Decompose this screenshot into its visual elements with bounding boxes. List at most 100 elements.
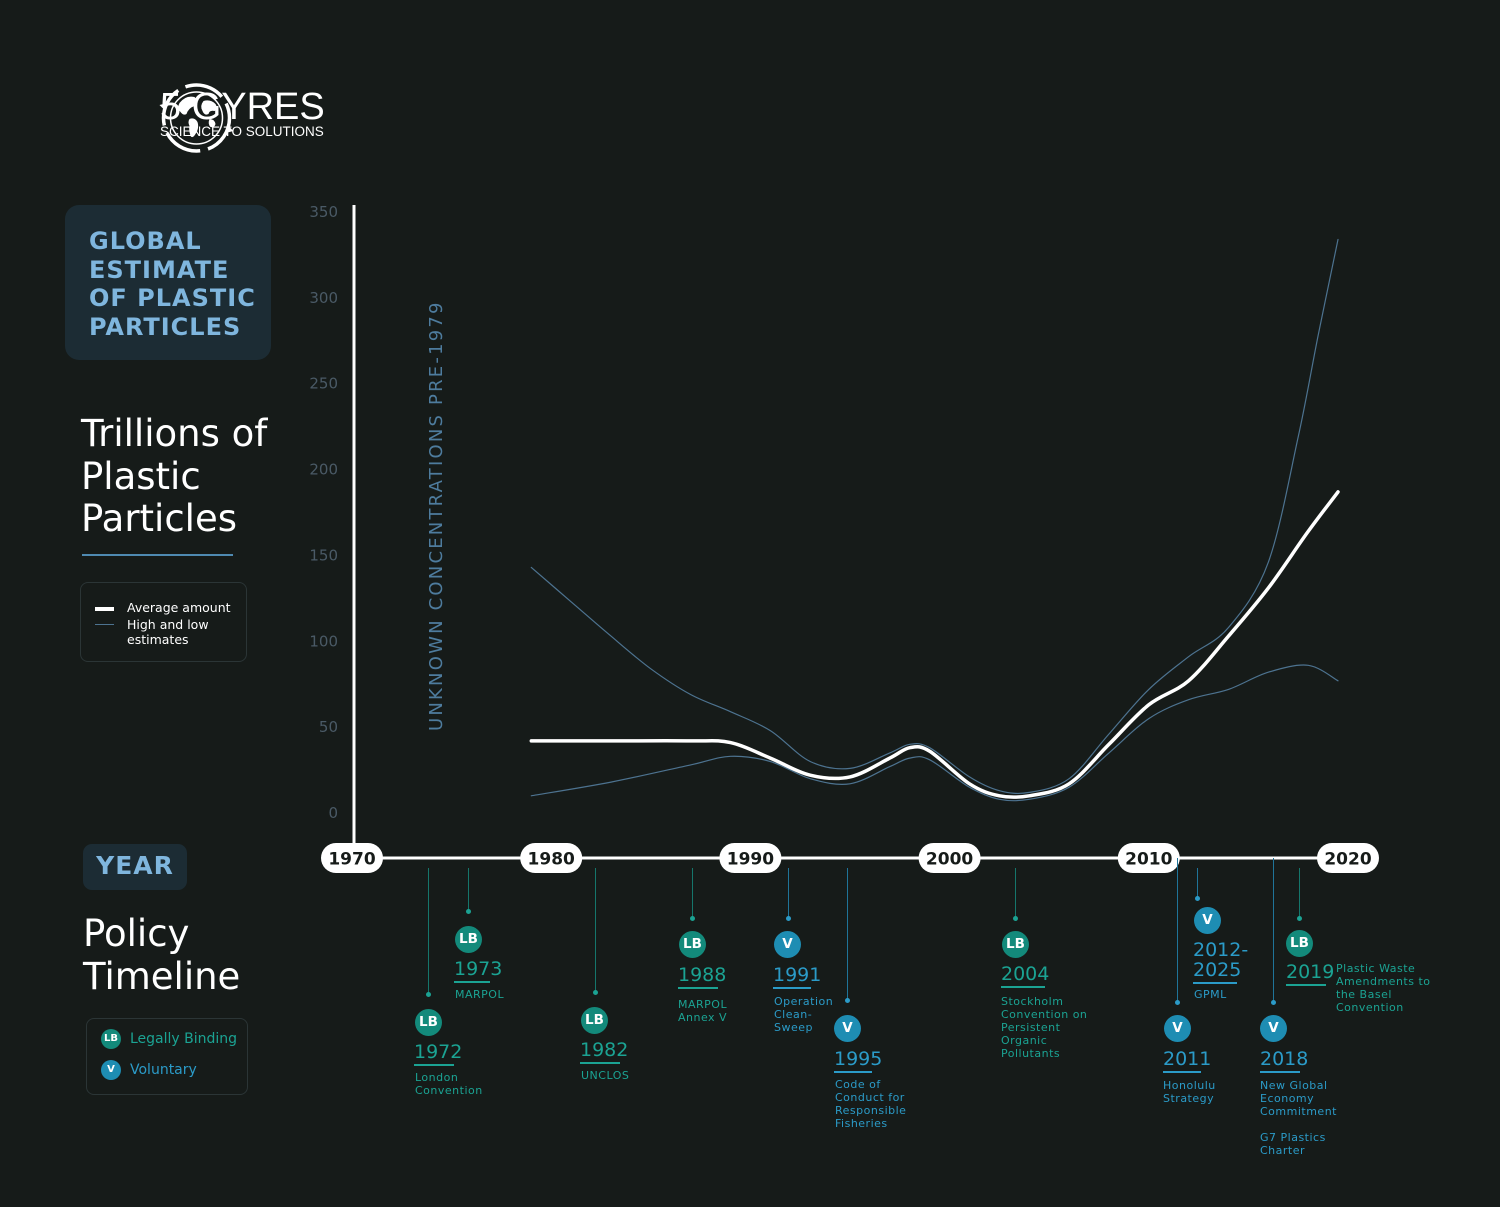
legend-voluntary-label: Voluntary — [130, 1062, 197, 1078]
policy-badge-2019: LB — [1286, 930, 1313, 957]
policy-connector-2004 — [1015, 868, 1016, 918]
policy-badge-1972: LB — [415, 1009, 442, 1036]
policy-connector-1973 — [468, 868, 469, 911]
policy-connector-1982 — [595, 868, 596, 992]
policy-year-underline — [1286, 984, 1326, 986]
policy-year-underline — [1001, 986, 1045, 988]
logo-name: 5 GYRES — [160, 86, 325, 128]
policy-year-1988: 1988 — [678, 964, 727, 986]
policy-connector-1991 — [788, 868, 789, 918]
policy-badge-1988: LB — [679, 931, 706, 958]
x-tick-pill — [719, 843, 782, 873]
policy-connector-dot — [1195, 896, 1200, 901]
y-tick-label: 50 — [319, 718, 338, 736]
series-line-low — [530, 664, 1339, 802]
y-tick-label: 350 — [309, 203, 338, 221]
policy-description-2004: Stockholm Convention on Persistent Organ… — [1001, 995, 1088, 1060]
series-line-high — [530, 238, 1339, 795]
x-tick-2020: 2020 — [1317, 843, 1379, 873]
year-heading-box — [83, 844, 187, 890]
policy-connector-dot — [1013, 916, 1018, 921]
policy-year-underline — [580, 1062, 620, 1064]
x-tick-pill — [918, 843, 981, 873]
policy-badge-1973: LB — [455, 926, 482, 953]
policy-year-underline — [1163, 1071, 1201, 1073]
policy-connector-2012-2025 — [1197, 868, 1198, 898]
policy-connector-dot — [845, 998, 850, 1003]
legend-average-swatch — [95, 607, 114, 611]
policy-year-1995: 1995 — [834, 1048, 883, 1070]
x-tick-pill — [1117, 843, 1180, 873]
x-tick-label: 2000 — [926, 850, 973, 870]
policy-description-1972: London Convention — [415, 1071, 483, 1097]
legend-high-low-label: High and low estimates — [127, 617, 209, 647]
policy-year-1982: 1982 — [580, 1039, 629, 1061]
policy-connector-2011 — [1177, 858, 1178, 1002]
globe-arrows-icon — [159, 83, 234, 153]
y-tick-label: 250 — [309, 375, 338, 393]
x-tick-pill — [1317, 843, 1379, 873]
x-tick-label: 2020 — [1324, 850, 1371, 870]
x-axis-title: YEAR — [96, 851, 174, 880]
policy-description-2019: Plastic Waste Amendments to the Basel Co… — [1336, 962, 1431, 1014]
y-tick-label: 0 — [328, 804, 338, 822]
policy-badge-2004: LB — [1002, 931, 1029, 958]
legend-average-label: Average amount — [127, 600, 231, 615]
policy-connector-dot — [1175, 1000, 1180, 1005]
policy-badge-1982: LB — [581, 1007, 608, 1034]
y-tick-label: 100 — [309, 632, 338, 650]
x-tick-label: 2010 — [1125, 850, 1172, 870]
policy-year-underline — [1260, 1071, 1300, 1073]
policy-year-1973: 1973 — [454, 958, 503, 980]
policy-legend — [86, 1018, 248, 1095]
x-tick-2010: 2010 — [1117, 843, 1180, 873]
policy-connector-dot — [690, 916, 695, 921]
policy-badge-2018: V — [1260, 1015, 1287, 1042]
estimate-heading-box — [65, 205, 271, 360]
policy-year-2004: 2004 — [1001, 963, 1050, 985]
chart-legend — [80, 582, 247, 662]
policy-connector-1972 — [428, 868, 429, 994]
policy-connector-1995 — [847, 868, 848, 1000]
policy-year-1972: 1972 — [414, 1041, 463, 1063]
legend-high-low-swatch — [95, 624, 114, 625]
policy-description-1995: Code of Conduct for Responsible Fisherie… — [835, 1078, 907, 1130]
policy-badge-1995: V — [834, 1015, 861, 1042]
policy-year-underline — [773, 987, 811, 989]
policy-description-2011: Honolulu Strategy — [1163, 1079, 1216, 1105]
x-tick-1970: 1970 — [321, 843, 383, 873]
policy-timeline-title: Policy Timeline — [83, 912, 241, 998]
legend-voluntary-badge: V — [101, 1060, 121, 1080]
policy-connector-dot — [466, 909, 471, 914]
chart-title: GLOBAL ESTIMATE OF PLASTIC PARTICLES — [89, 227, 256, 341]
policy-badge-2011: V — [1164, 1015, 1191, 1042]
policy-description-1973: MARPOL — [455, 988, 505, 1001]
policy-connector-2018 — [1273, 858, 1274, 1002]
unknown-concentrations-annotation: UNKNOWN CONCENTRATIONS PRE-1979 — [426, 300, 447, 731]
policy-year-1991: 1991 — [773, 964, 822, 986]
y-tick-label: 300 — [309, 289, 338, 307]
policy-connector-dot — [593, 990, 598, 995]
policy-description-1991: Operation Clean- Sweep — [774, 995, 834, 1034]
x-tick-pill — [520, 843, 583, 873]
x-tick-2000: 2000 — [918, 843, 981, 873]
policy-description-1982: UNCLOS — [581, 1069, 630, 1082]
y-axis-title: Trillions of Plastic Particles — [81, 412, 268, 540]
x-tick-label: 1990 — [727, 850, 774, 870]
policy-badge-2012-2025: V — [1194, 907, 1221, 934]
policy-description-2018: New Global Economy Commitment G7 Plastic… — [1260, 1079, 1337, 1157]
title-divider — [82, 554, 233, 556]
x-tick-label: 1980 — [528, 850, 575, 870]
policy-connector-1988 — [692, 868, 693, 918]
series-line-average — [529, 490, 1340, 800]
policy-year-2019: 2019 — [1286, 961, 1335, 983]
policy-year-2012-2025: 2012- 2025 — [1193, 939, 1249, 981]
policy-year-underline — [454, 981, 490, 983]
policy-description-2012-2025: GPML — [1194, 988, 1227, 1001]
legend-legally-binding-label: Legally Binding — [130, 1031, 238, 1047]
policy-connector-2019 — [1299, 868, 1300, 918]
policy-connector-dot — [1297, 916, 1302, 921]
policy-year-underline — [678, 987, 718, 989]
policy-description-1988: MARPOL Annex V — [678, 998, 728, 1024]
